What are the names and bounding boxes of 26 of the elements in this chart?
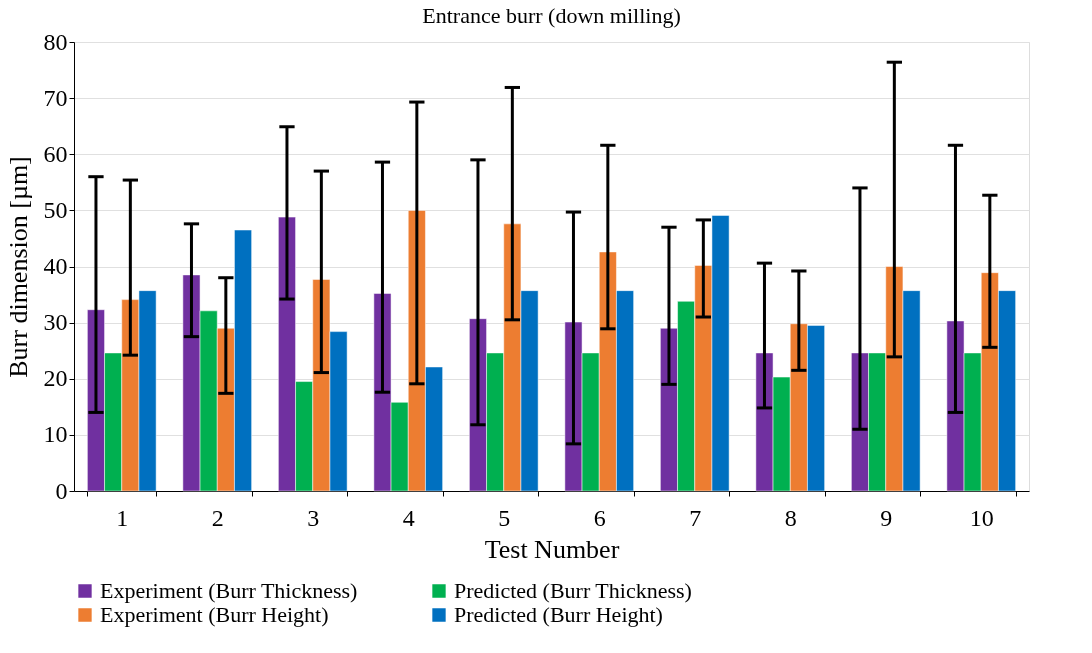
x-tick-label: 5 [498, 504, 511, 531]
y-tick-label: 70 [43, 84, 68, 111]
y-tick-label: 30 [43, 309, 68, 336]
x-tick-label: 4 [402, 504, 415, 531]
legend-label: Predicted (Burr Height) [454, 602, 663, 627]
x-tick-label: 10 [969, 504, 994, 531]
y-tick-label: 0 [55, 477, 68, 504]
x-tick-label: 1 [116, 504, 129, 531]
legend-label: Experiment (Burr Height) [100, 602, 329, 627]
y-tick-label: 80 [43, 28, 68, 55]
x-tick-label: 9 [880, 504, 893, 531]
legend-label: Predicted (Burr Thickness) [454, 578, 692, 603]
x-tick-label: 2 [211, 504, 224, 531]
y-tick-label: 10 [43, 421, 68, 448]
x-tick-label: 7 [689, 504, 702, 531]
y-tick-label: 50 [43, 196, 68, 223]
x-axis-title: Test Number [484, 534, 620, 564]
y-tick-label: 60 [43, 140, 68, 167]
y-tick-label: 20 [43, 365, 68, 392]
x-tick-label: 8 [784, 504, 797, 531]
chart-title: Entrance burr (down milling) [422, 3, 681, 28]
y-tick-label: 40 [43, 253, 68, 279]
x-tick-label: 3 [307, 504, 320, 531]
x-tick-label: 6 [593, 504, 606, 531]
legend-label: Experiment (Burr Thickness) [100, 578, 358, 603]
y-axis-title: Burr dimension [µm] [3, 156, 33, 378]
